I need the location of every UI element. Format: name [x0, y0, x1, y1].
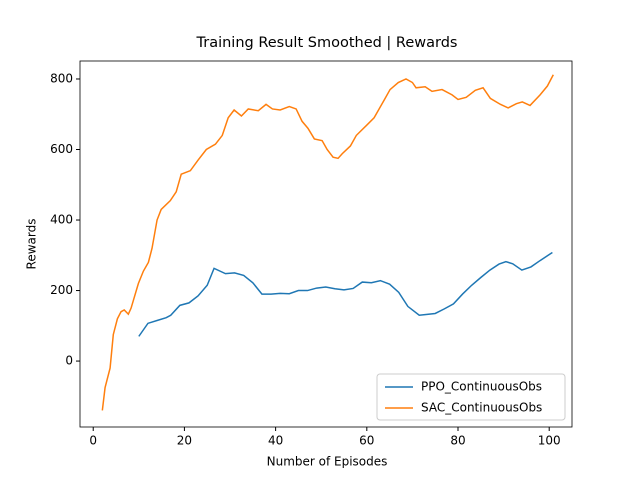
- y-tick-label: 0: [65, 354, 73, 368]
- x-tick-label: 100: [538, 434, 561, 448]
- plot-frame: [79, 60, 573, 428]
- x-axis-label: Number of Episodes: [267, 455, 388, 469]
- chart-title: Training Result Smoothed | Rewards: [196, 35, 458, 51]
- line: [138, 251, 553, 337]
- x-tick-label: 60: [359, 434, 374, 448]
- x-tick-label: 20: [177, 434, 192, 448]
- x-tick-label: 40: [268, 434, 283, 448]
- legend-label: SAC_ContinuousObs: [421, 401, 542, 415]
- legend-label: PPO_ContinuousObs: [421, 380, 542, 394]
- y-tick-label: 600: [50, 142, 73, 156]
- legend-frame: [376, 373, 566, 421]
- legend: PPO_ContinuousObs SAC_ContinuousObs: [376, 373, 566, 421]
- line: [101, 74, 554, 411]
- x-tick-label: 80: [450, 434, 465, 448]
- y-tick-label: 200: [50, 283, 73, 297]
- x-tick-label: 0: [89, 434, 97, 448]
- y-tick-label: 400: [50, 213, 73, 227]
- y-axis-label: Rewards: [25, 219, 39, 270]
- y-tick-label: 800: [50, 71, 73, 85]
